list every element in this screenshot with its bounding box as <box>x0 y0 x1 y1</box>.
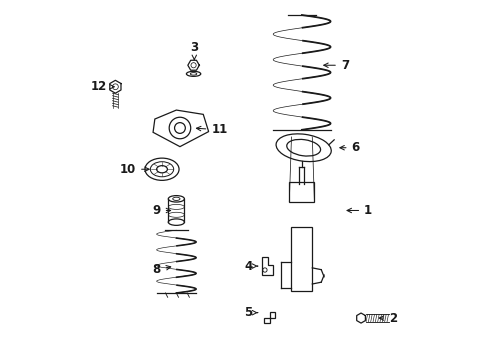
Text: 9: 9 <box>152 204 170 217</box>
Text: 11: 11 <box>196 123 227 136</box>
Bar <box>291 226 312 291</box>
Text: 4: 4 <box>244 260 257 273</box>
Text: 2: 2 <box>379 311 397 325</box>
Text: 6: 6 <box>339 141 359 154</box>
Text: 10: 10 <box>120 163 149 176</box>
Text: 5: 5 <box>244 306 257 319</box>
Text: 7: 7 <box>323 59 348 72</box>
Text: 12: 12 <box>91 80 114 93</box>
Bar <box>289 182 314 202</box>
Text: 1: 1 <box>346 204 371 217</box>
Text: 3: 3 <box>190 41 198 60</box>
Text: 8: 8 <box>152 263 170 276</box>
